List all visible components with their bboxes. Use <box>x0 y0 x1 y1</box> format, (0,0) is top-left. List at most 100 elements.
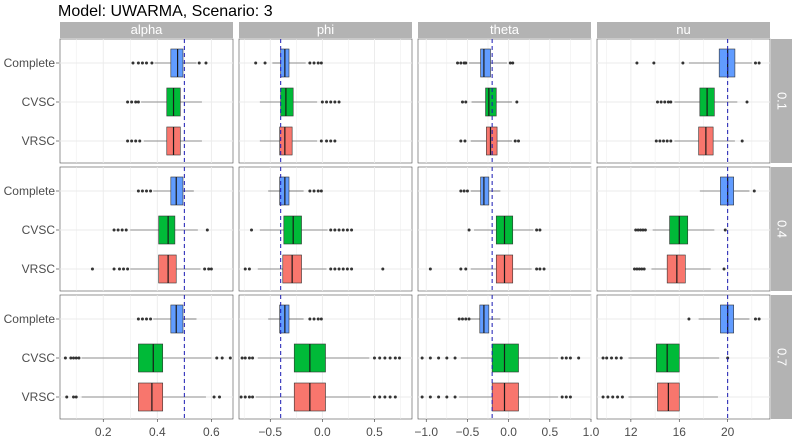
category-label-vrsc: VRSC <box>22 390 56 404</box>
x-tick-label-phi: −0.5 <box>258 425 282 439</box>
outlier-point <box>428 395 432 399</box>
outlier-point <box>464 317 468 321</box>
box-0.7-theta-CVSC <box>491 343 519 373</box>
x-tick-label-theta: 0.5 <box>541 425 558 439</box>
outlier-point <box>614 356 618 360</box>
strip-label-nu: nu <box>676 22 690 37</box>
outlier-point <box>464 267 468 271</box>
outlier-point <box>333 139 337 143</box>
outlier-point <box>308 189 312 193</box>
outlier-point <box>723 228 727 232</box>
outlier-point <box>511 61 515 65</box>
x-tick-label-alpha: 0.4 <box>149 425 166 439</box>
outlier-point <box>605 356 609 360</box>
x-tick-label-phi: 0.0 <box>314 425 331 439</box>
outlier-point <box>63 356 67 360</box>
outlier-point <box>687 317 691 321</box>
outlier-point <box>564 356 568 360</box>
outlier-point <box>126 267 130 271</box>
outlier-point <box>333 100 337 104</box>
outlier-point <box>136 317 140 321</box>
outlier-point <box>247 395 251 399</box>
outlier-point <box>517 139 521 143</box>
outlier-point <box>117 267 121 271</box>
labels-layer: alpha phi theta nu 0.1 0.4 0.7 Complete CVSC VRSC… <box>4 22 790 439</box>
outlier-point <box>312 61 316 65</box>
outlier-point <box>316 61 320 65</box>
strip-label-row-0.4: 0.4 <box>775 220 790 238</box>
x-tick-label-nu: 12 <box>624 425 638 439</box>
outlier-point <box>460 317 464 321</box>
outlier-point <box>606 395 610 399</box>
x-tick-label-alpha: 0.2 <box>95 425 112 439</box>
outlier-point <box>205 228 209 232</box>
outlier-point <box>560 395 564 399</box>
category-label-complete: Complete <box>4 312 56 326</box>
outlier-point <box>145 189 148 193</box>
outlier-point <box>393 395 397 399</box>
outlier-point <box>341 267 345 271</box>
outlier-point <box>637 267 641 271</box>
outlier-point <box>72 395 76 399</box>
outlier-point <box>652 61 656 65</box>
outlier-point <box>662 139 666 143</box>
outlier-point <box>467 317 471 321</box>
outlier-point <box>619 356 623 360</box>
outlier-point <box>134 100 138 104</box>
outlier-point <box>640 267 644 271</box>
strip-phi <box>239 22 412 38</box>
outlier-point <box>462 189 466 193</box>
x-tick-label-nu: 20 <box>721 425 735 439</box>
outlier-point <box>145 61 148 65</box>
box-0.7-alpha-Complete <box>170 304 184 334</box>
category-label-cvsc: CVSC <box>22 95 56 109</box>
outlier-point <box>90 267 94 271</box>
outlier-point <box>437 356 441 360</box>
outlier-point <box>740 139 744 143</box>
outlier-point <box>240 356 244 360</box>
x-tick-label-phi: 0.5 <box>366 425 383 439</box>
outlier-point <box>74 395 78 399</box>
outlier-point <box>329 139 333 143</box>
box-0.7-theta-VRSC <box>491 382 519 412</box>
outlier-point <box>459 61 463 65</box>
x-tick-label-alpha: 0.6 <box>203 425 220 439</box>
outlier-point <box>124 228 128 232</box>
outlier-point <box>316 317 320 321</box>
outlier-point <box>459 139 463 143</box>
strip-alpha <box>60 22 233 38</box>
outlier-point <box>220 356 224 360</box>
chart-title: Model: UWARMA, Scenario: 3 <box>58 3 273 20</box>
strip-label-row-0.1: 0.1 <box>775 92 790 110</box>
outlier-point <box>130 100 134 104</box>
box-0.4-nu-Complete <box>720 176 735 206</box>
outlier-point <box>457 317 461 321</box>
outlier-point <box>243 395 247 399</box>
outlier-point <box>136 61 140 65</box>
outlier-point <box>149 317 153 321</box>
outlier-point <box>239 395 243 399</box>
outlier-point <box>207 267 211 271</box>
outlier-point <box>577 356 581 360</box>
category-label-complete: Complete <box>4 184 56 198</box>
outlier-point <box>383 356 387 360</box>
outlier-point <box>140 61 144 65</box>
panel-0.1-nu <box>596 38 771 164</box>
outlier-point <box>397 356 401 360</box>
box-0.7-alpha-CVSC <box>138 343 164 373</box>
outlier-point <box>634 228 638 232</box>
strip-label-phi: phi <box>317 22 334 37</box>
outlier-point <box>329 100 333 104</box>
outlier-point <box>126 100 130 104</box>
outlier-point <box>641 228 645 232</box>
box-0.4-theta-Complete <box>480 176 490 206</box>
outlier-point <box>149 189 153 193</box>
outlier-point <box>383 395 387 399</box>
outlier-point <box>753 317 757 321</box>
outlier-point <box>319 139 323 143</box>
outlier-point <box>69 356 73 360</box>
outlier-point <box>65 395 69 399</box>
outlier-point <box>319 317 323 321</box>
panel-0.1-alpha <box>59 38 234 164</box>
outlier-point <box>428 356 432 360</box>
